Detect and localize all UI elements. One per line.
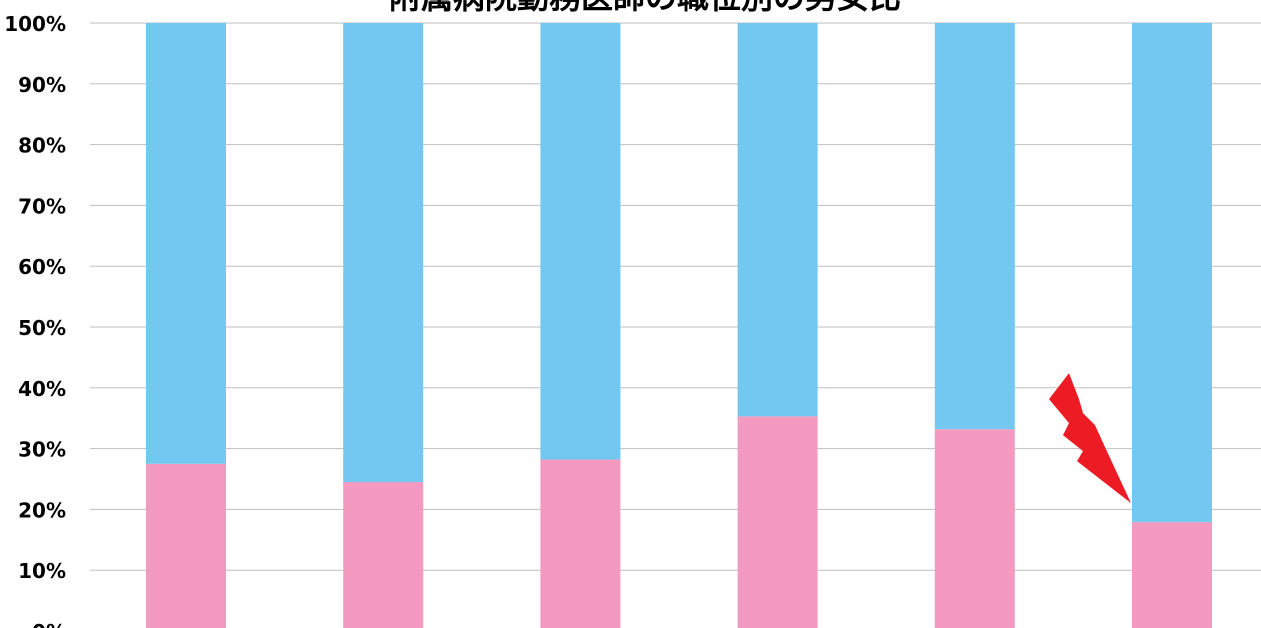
y-tick-label: 90% — [18, 73, 66, 97]
bar-segment-lower — [1132, 522, 1212, 628]
y-tick-label: 100% — [4, 12, 66, 36]
bar-segment-upper — [343, 23, 424, 483]
gridlines — [90, 22, 1261, 571]
bar-segment-upper — [146, 23, 226, 464]
y-tick-label: 50% — [18, 316, 66, 340]
bar-segment-lower — [540, 459, 621, 628]
y-tick-label: 30% — [18, 438, 66, 462]
y-axis-ticks: 0% 10% 20% 30% 40% 50% 60% 70% 80% 90% 100% — [4, 12, 66, 628]
y-tick-label: 70% — [18, 194, 66, 218]
y-tick-label: 80% — [18, 134, 66, 158]
chart-title: 附属病院勤務医師の職位別の男女比 — [389, 0, 901, 16]
bars — [146, 23, 1212, 628]
bar-segment-upper — [540, 23, 621, 460]
y-tick-label: 10% — [18, 559, 66, 583]
bar-segment-upper — [737, 23, 818, 417]
bar-segment-lower — [146, 463, 226, 628]
bar-segment-upper — [934, 23, 1015, 430]
bar-segment-upper — [1132, 23, 1212, 523]
y-tick-label: 60% — [18, 255, 66, 279]
annotations — [1049, 373, 1131, 504]
lightning-bolt-icon — [1049, 373, 1131, 504]
y-tick-label: 40% — [18, 377, 66, 401]
bar-segment-lower — [343, 482, 424, 628]
y-tick-label: 20% — [18, 498, 66, 522]
y-tick-label: 0% — [32, 620, 66, 628]
bar-segment-lower — [934, 429, 1015, 628]
bar-segment-lower — [737, 416, 818, 628]
